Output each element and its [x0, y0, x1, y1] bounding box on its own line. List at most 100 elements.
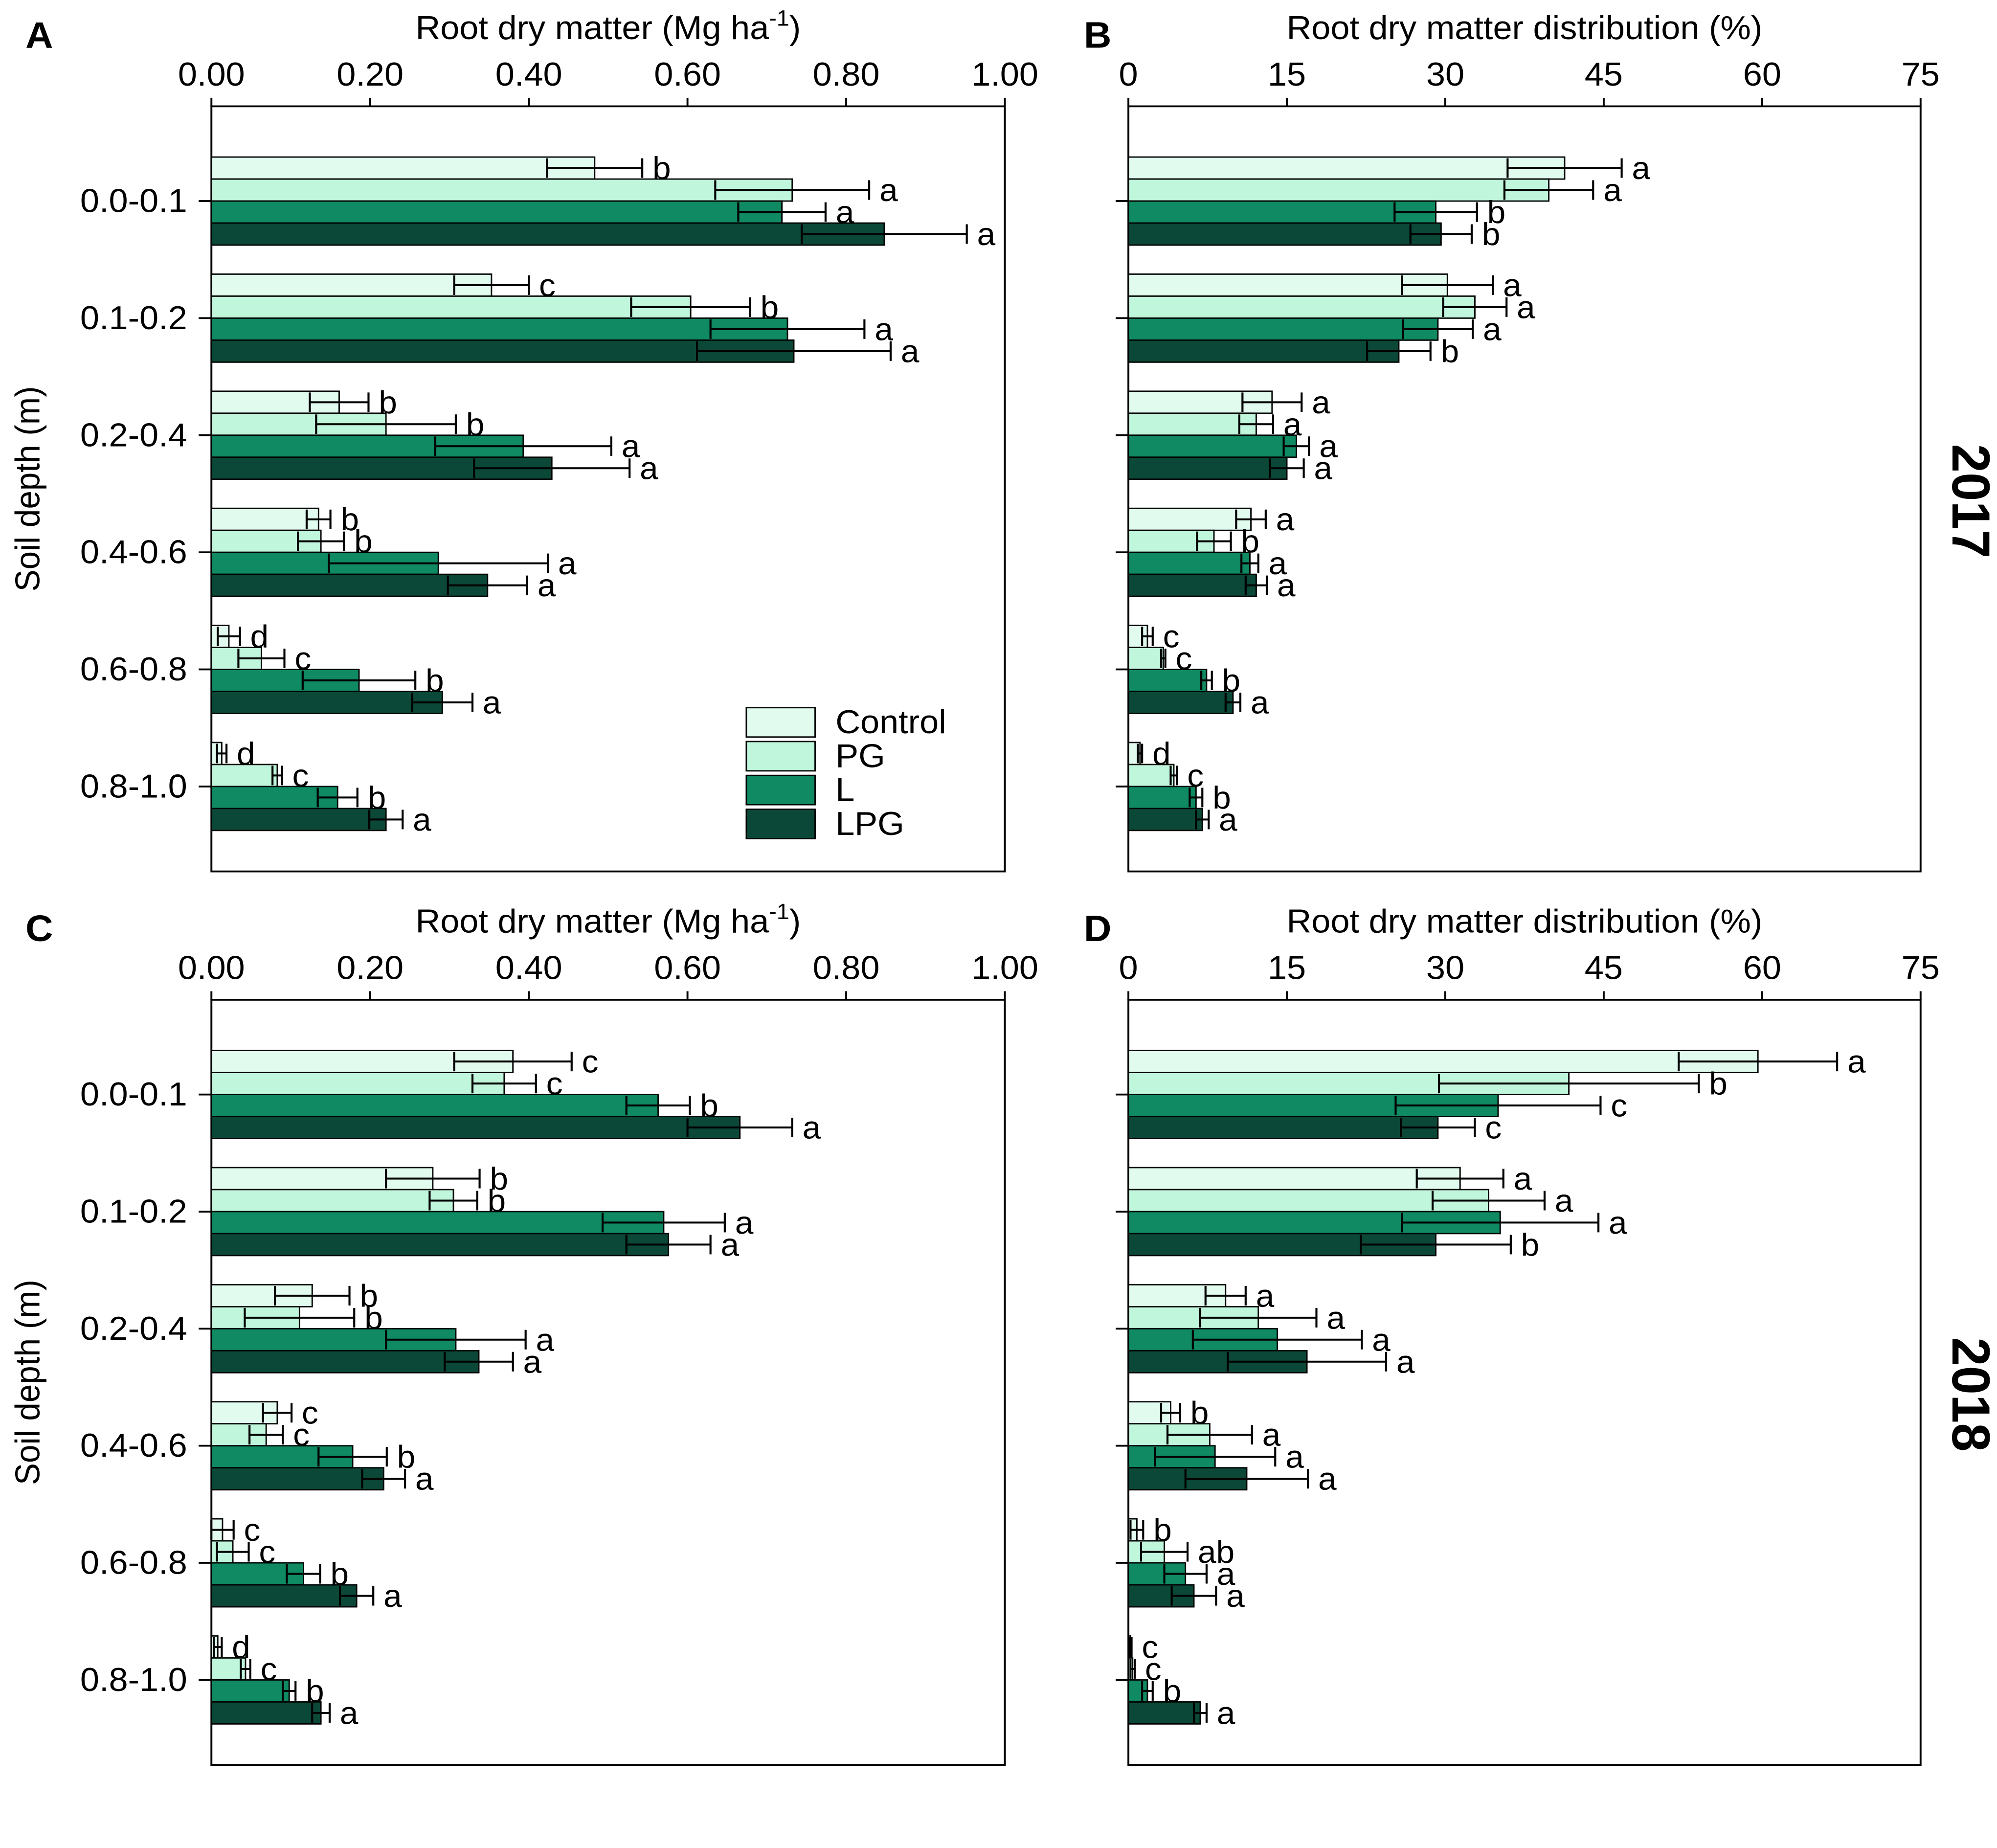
significance-letter: c: [1611, 1088, 1627, 1124]
error-bar-pg: [1238, 414, 1275, 434]
bar-l: [1127, 200, 1436, 224]
error-bar-pg: [296, 531, 345, 551]
x-tick-label: 45: [1585, 949, 1623, 986]
year-label: 2018: [1941, 1337, 1997, 1451]
error-bar-pg: [1169, 766, 1178, 786]
significance-letter: b: [1482, 217, 1501, 252]
significance-letter: b: [488, 1183, 506, 1218]
error-bar-lpg: [1224, 693, 1242, 712]
significance-letter: a: [1555, 1183, 1573, 1218]
significance-letter: b: [1487, 195, 1506, 230]
significance-letter: c: [293, 1418, 310, 1453]
x-tick-label: 60: [1743, 56, 1781, 92]
significance-letter: a: [1319, 429, 1338, 464]
significance-letter: a: [1847, 1044, 1866, 1080]
significance-letter: a: [901, 334, 920, 369]
significance-letter: c: [261, 1652, 277, 1687]
bar-control: [210, 156, 596, 180]
x-axis-title-superscript: -1: [769, 899, 789, 924]
significance-letter: b: [1163, 1674, 1182, 1709]
error-bar-l: [1191, 1330, 1363, 1350]
error-bar-control: [1204, 1285, 1247, 1306]
error-bar-lpg: [1244, 575, 1268, 595]
bar-lpg: [210, 1233, 670, 1257]
significance-letter: a: [1517, 290, 1535, 325]
y-tick-label: 0.6-0.8: [80, 651, 187, 687]
panel-label: D: [1084, 908, 1111, 949]
x-tick-label: 0.00: [178, 56, 245, 92]
x-tick-label: 30: [1426, 949, 1464, 986]
bar-control: [1127, 1050, 1759, 1073]
x-axis-title-text: Root dry matter distribution (%): [1287, 903, 1763, 940]
significance-letter: a: [483, 685, 501, 721]
significance-letter: a: [1283, 407, 1302, 442]
x-tick-label: 0.40: [495, 56, 562, 92]
error-bar-l: [1402, 319, 1474, 339]
legend-label: PG: [835, 738, 885, 774]
error-bar-control: [1160, 1403, 1182, 1423]
x-axis-title: Root dry matter (Mg ha-1): [415, 5, 801, 46]
significance-letter: a: [1277, 568, 1296, 603]
x-tick-label: 0.20: [337, 56, 404, 92]
significance-letter: a: [1256, 1279, 1275, 1314]
bar-lpg: [1127, 1701, 1201, 1725]
error-bar-lpg: [1170, 1586, 1217, 1606]
significance-letter: a: [1396, 1344, 1415, 1379]
bar-lpg: [1127, 339, 1400, 363]
bar-pg: [210, 764, 278, 788]
bar-pg: [210, 1189, 454, 1213]
error-bar-l: [434, 436, 612, 456]
x-tick-label: 0.80: [813, 56, 880, 92]
error-bar-pg: [315, 414, 457, 434]
error-bar-l: [625, 1096, 691, 1116]
significance-letter: b: [359, 1279, 378, 1314]
error-bar-l: [1393, 202, 1478, 222]
error-bar-control: [1141, 627, 1154, 647]
significance-letter: c: [1176, 641, 1192, 676]
bar-lpg: [210, 573, 489, 597]
significance-letter: c: [244, 1512, 261, 1548]
bar-lpg: [1127, 573, 1257, 597]
significance-letter: b: [652, 151, 671, 186]
error-bar-pg: [630, 297, 751, 317]
significance-letter: a: [1226, 1578, 1245, 1614]
error-bar-l: [1240, 553, 1259, 573]
error-bar-control: [1137, 744, 1144, 764]
error-bar-l: [1401, 1213, 1600, 1233]
error-bar-lpg: [686, 1118, 793, 1138]
x-tick-label: 0.40: [495, 949, 562, 986]
y-tick-label: 0.6-0.8: [80, 1544, 187, 1581]
bar-control: [1127, 1167, 1461, 1191]
error-bar-lpg: [411, 693, 474, 712]
bar-pg: [210, 178, 793, 202]
significance-letter: a: [622, 429, 640, 464]
significance-letter: b: [1441, 334, 1459, 369]
x-tick-label: 0: [1119, 949, 1138, 986]
significance-letter: b: [1190, 1396, 1209, 1431]
bar-l: [210, 1679, 290, 1703]
legend-swatch-pg: [745, 741, 816, 772]
panel-a: A Root dry matter (Mg ha-1) 0.00 0.20 0.40 0.…: [25, 5, 1038, 873]
bar-pg: [210, 295, 692, 319]
error-bar-lpg: [1195, 810, 1210, 830]
error-bar-control: [453, 1052, 573, 1072]
x-axis-title-text: Root dry matter distribution (%): [1287, 9, 1763, 46]
significance-letter: a: [1609, 1205, 1627, 1240]
y-tick-label: 0.8-1.0: [80, 768, 187, 805]
error-bar-control: [1415, 1169, 1504, 1189]
error-bar-l: [282, 1681, 297, 1701]
error-bar-control: [1235, 509, 1267, 529]
error-bar-control: [546, 158, 644, 178]
significance-letter: c: [546, 1066, 563, 1102]
year-label: 2017: [1941, 444, 1997, 558]
significance-letter: a: [879, 173, 898, 208]
error-bar-pg: [1503, 180, 1594, 200]
x-tick-label: 0.80: [813, 949, 880, 986]
y-axis-title: Soil depth (m): [8, 386, 47, 592]
y-tick-label: 0.4-0.6: [80, 534, 187, 570]
error-bar-pg: [1166, 1425, 1253, 1445]
significance-letter: a: [1217, 1556, 1235, 1592]
bar-control: [1127, 156, 1566, 180]
x-axis-title-text: Root dry matter (Mg ha: [415, 9, 769, 46]
